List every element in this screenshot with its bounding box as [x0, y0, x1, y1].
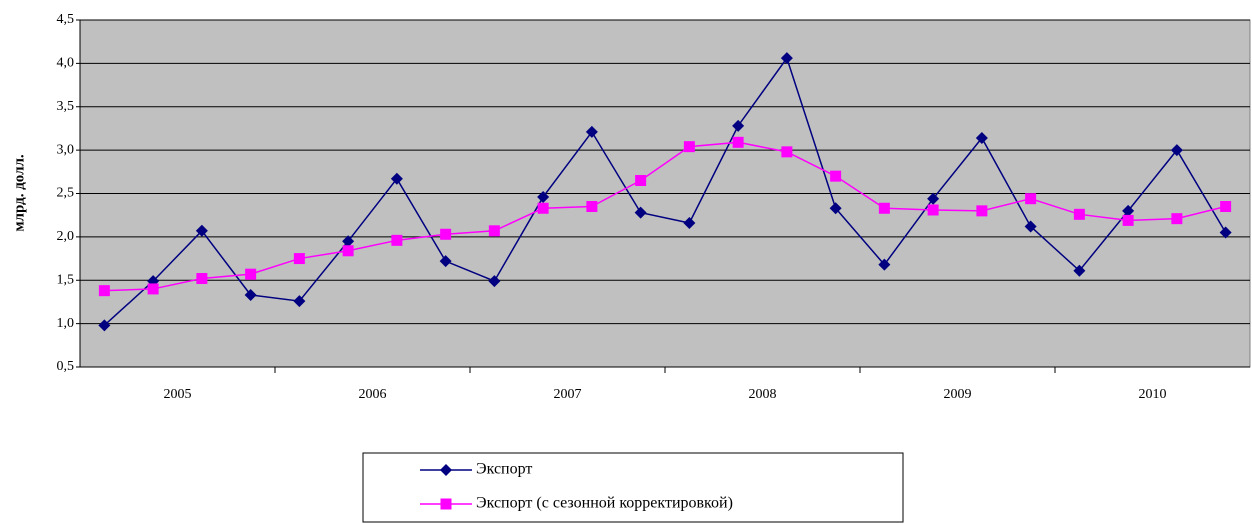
y-tick-label: 3,5 [57, 99, 75, 114]
point [244, 288, 257, 301]
point [635, 174, 647, 186]
y-tick-label: 4,5 [57, 12, 75, 27]
point [537, 202, 549, 214]
point [1073, 264, 1086, 277]
point [488, 275, 501, 288]
point [975, 131, 988, 144]
point [1073, 208, 1085, 220]
point [878, 202, 890, 214]
point [147, 283, 159, 295]
point [440, 228, 452, 240]
point [781, 146, 793, 158]
point [927, 192, 940, 205]
point [829, 202, 842, 215]
point [390, 172, 403, 185]
point [1219, 226, 1232, 239]
point [586, 201, 598, 213]
point [342, 235, 355, 248]
point [196, 273, 208, 285]
y-tick-label: 3,0 [57, 142, 75, 157]
x-group-label: 2007 [554, 387, 582, 402]
point [878, 258, 891, 271]
point [245, 268, 257, 280]
point [683, 216, 696, 229]
point [732, 119, 745, 132]
point [1171, 213, 1183, 225]
y-tick-label: 1,0 [57, 316, 75, 331]
x-group-label: 2005 [164, 387, 192, 402]
point [488, 225, 500, 237]
legend-marker [440, 498, 452, 510]
legend-label: Экспорт (с сезонной корректировкой) [476, 495, 733, 512]
y-tick-label: 4,0 [57, 56, 75, 71]
point [439, 255, 452, 268]
point [1122, 214, 1134, 226]
point [98, 285, 110, 297]
point [1220, 201, 1232, 213]
point [293, 253, 305, 265]
point [976, 205, 988, 217]
point [391, 234, 403, 246]
point [927, 204, 939, 216]
x-group-label: 2006 [359, 387, 387, 402]
point [98, 319, 111, 332]
point [634, 206, 647, 219]
point [1024, 220, 1037, 233]
point [585, 125, 598, 138]
legend-marker [440, 464, 452, 476]
point [537, 190, 550, 203]
series-line [104, 141, 1226, 292]
x-group-label: 2008 [749, 387, 777, 402]
point [683, 141, 695, 153]
y-tick-label: 2,5 [57, 186, 75, 201]
series-line [103, 56, 1227, 326]
point [732, 136, 744, 148]
legend-label: Экспорт [476, 461, 532, 478]
x-group-label: 2009 [944, 387, 972, 402]
point [1170, 144, 1183, 157]
x-group-label: 2010 [1139, 387, 1167, 402]
y-tick-label: 0,5 [57, 359, 75, 374]
y-axis-label: млрд. долл. [11, 154, 27, 232]
point [195, 224, 208, 237]
point [342, 245, 354, 257]
y-tick-label: 1,5 [57, 272, 75, 287]
point [1122, 204, 1135, 217]
point [830, 170, 842, 182]
point [780, 52, 793, 65]
legend-box [362, 452, 904, 523]
y-tick-label: 2,0 [57, 229, 75, 244]
point [293, 295, 306, 308]
point [1025, 193, 1037, 205]
